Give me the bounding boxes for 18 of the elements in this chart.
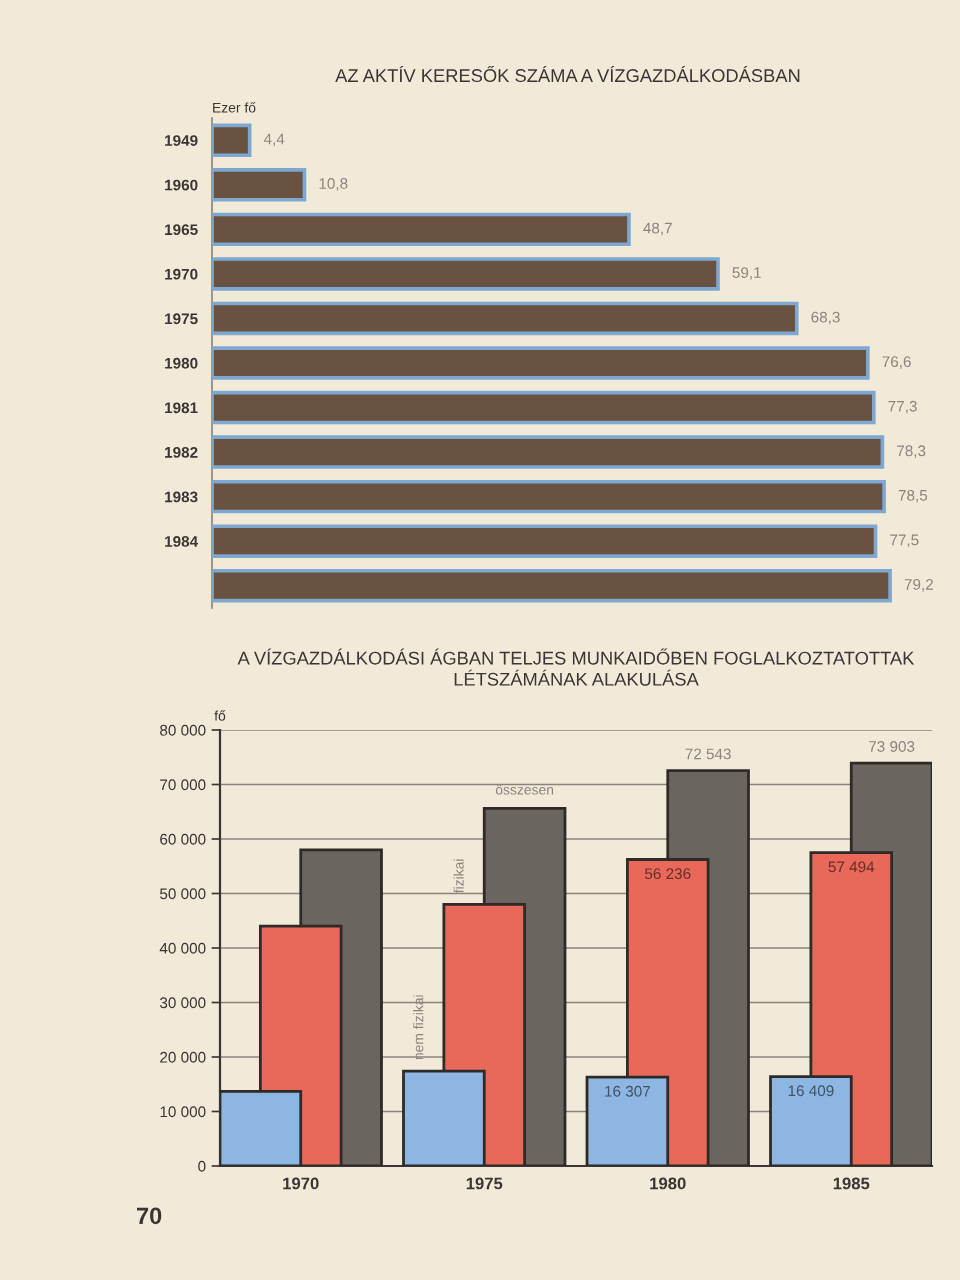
- bar: [212, 168, 307, 202]
- bar: [212, 524, 878, 558]
- bar: [212, 123, 252, 158]
- bar: [212, 479, 886, 514]
- x-tick-label: 1985: [833, 1177, 870, 1190]
- text: 70: [137, 1207, 162, 1225]
- bar: [212, 568, 892, 603]
- bar: [212, 346, 870, 380]
- bar: [212, 212, 631, 247]
- chart-title: AZ AKTÍV KERESŐK SZÁMA A VÍZGAZDÁLKODÁSBAN: [335, 65, 800, 83]
- bar: [212, 390, 876, 425]
- x-tick-label: 1980: [650, 1177, 686, 1190]
- chart-title: A VÍZGAZDÁLKODÁSI ÁGBAN TELJES MUNKAIDŐBEN FOGLALKOZTATOTTAK LÉTSZÁMÁNAK ALAKULÁSA: [237, 648, 915, 686]
- bar: [212, 435, 885, 469]
- bar: [212, 257, 720, 291]
- x-tick-label: 1975: [466, 1177, 503, 1190]
- x-tick-label: 1970: [283, 1177, 319, 1190]
- bar: [212, 301, 799, 336]
